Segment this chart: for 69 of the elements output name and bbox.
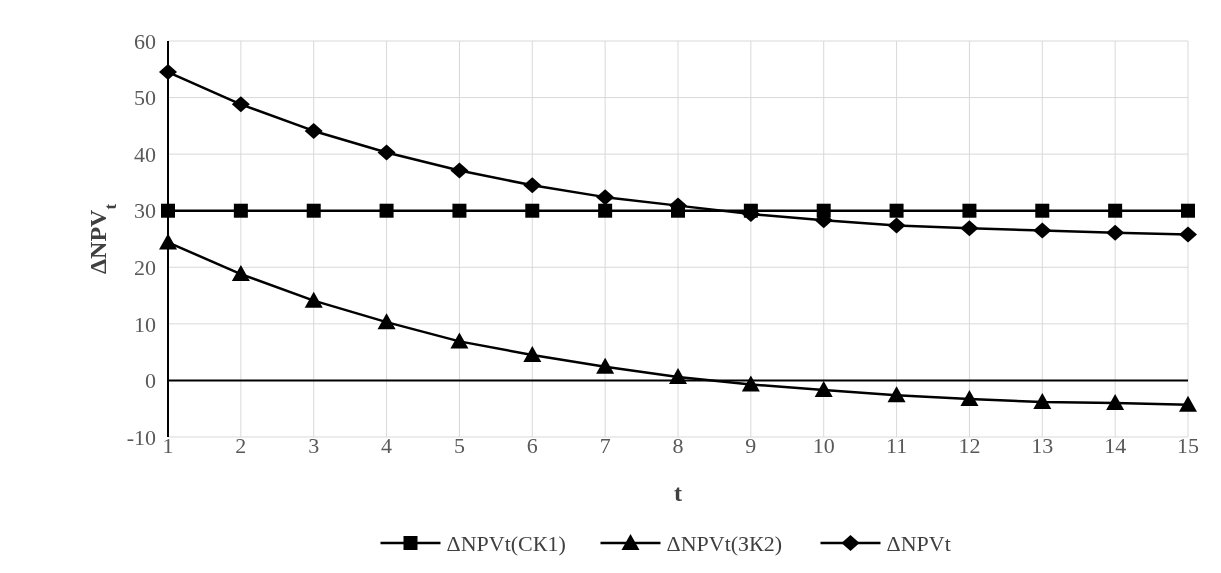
point bbox=[377, 313, 396, 330]
x-tick-label: 5 bbox=[453, 432, 465, 458]
point bbox=[1108, 203, 1123, 218]
point bbox=[304, 291, 323, 308]
point bbox=[231, 265, 250, 282]
y-tick-label: 50 bbox=[134, 85, 156, 111]
x-tick-label: 12 bbox=[958, 432, 981, 458]
point bbox=[304, 122, 323, 139]
point bbox=[814, 381, 833, 398]
point bbox=[889, 203, 904, 218]
x-tick-label: 7 bbox=[599, 432, 611, 458]
point bbox=[960, 220, 979, 237]
x-tick-label: 8 bbox=[672, 432, 684, 458]
point bbox=[1106, 394, 1125, 411]
x-tick-label: 3 bbox=[308, 432, 320, 458]
x-tick-label: 14 bbox=[1104, 432, 1127, 458]
point bbox=[159, 233, 177, 250]
point bbox=[596, 189, 615, 206]
point bbox=[450, 332, 469, 349]
x-tick-label: 4 bbox=[381, 432, 393, 458]
point bbox=[1179, 395, 1197, 412]
legend-label: ΔNPVt(ЗК2) bbox=[666, 530, 783, 556]
y-tick-label: 40 bbox=[134, 141, 156, 167]
point bbox=[450, 162, 469, 179]
legend-label: ΔNPVt bbox=[886, 530, 951, 556]
point bbox=[1033, 222, 1052, 239]
point bbox=[379, 203, 394, 218]
point bbox=[671, 203, 685, 218]
point bbox=[306, 203, 321, 218]
point bbox=[1179, 226, 1197, 243]
point bbox=[962, 203, 977, 218]
point bbox=[377, 144, 396, 161]
x-tick-label: 13 bbox=[1031, 432, 1054, 458]
point bbox=[1106, 224, 1125, 241]
x-tick-label: 2 bbox=[235, 432, 247, 458]
point bbox=[743, 203, 758, 218]
y-tick-label: 10 bbox=[134, 311, 156, 337]
point bbox=[231, 96, 250, 113]
point bbox=[1035, 203, 1050, 218]
point bbox=[887, 217, 906, 234]
point bbox=[596, 357, 615, 374]
point bbox=[452, 203, 467, 218]
point bbox=[741, 375, 760, 392]
x-tick-label: 11 bbox=[885, 432, 908, 458]
legend-label: ΔNPVt(СК1) bbox=[446, 530, 566, 556]
point bbox=[159, 64, 177, 81]
y-tick-label: 30 bbox=[134, 198, 156, 224]
point bbox=[525, 203, 540, 218]
x-tick-label: 9 bbox=[745, 432, 757, 458]
x-tick-label: 1 bbox=[162, 432, 174, 458]
x-tick-label: 10 bbox=[812, 432, 835, 458]
x-tick-label: 15 bbox=[1177, 432, 1199, 458]
x-tick-label: 6 bbox=[526, 432, 538, 458]
point bbox=[960, 390, 979, 407]
point bbox=[887, 386, 906, 403]
point bbox=[1033, 392, 1052, 409]
point bbox=[523, 345, 542, 362]
x-axis-title: t bbox=[674, 480, 682, 506]
point bbox=[598, 203, 613, 218]
y-tick-label: 0 bbox=[145, 368, 156, 394]
point bbox=[523, 177, 542, 194]
y-tick-label: 60 bbox=[134, 28, 156, 54]
point bbox=[1181, 203, 1195, 218]
point bbox=[233, 203, 248, 218]
y-tick-label: 20 bbox=[134, 254, 156, 280]
point bbox=[161, 203, 175, 218]
point bbox=[669, 368, 687, 385]
point bbox=[816, 203, 831, 218]
y-tick-label: -10 bbox=[126, 424, 156, 450]
